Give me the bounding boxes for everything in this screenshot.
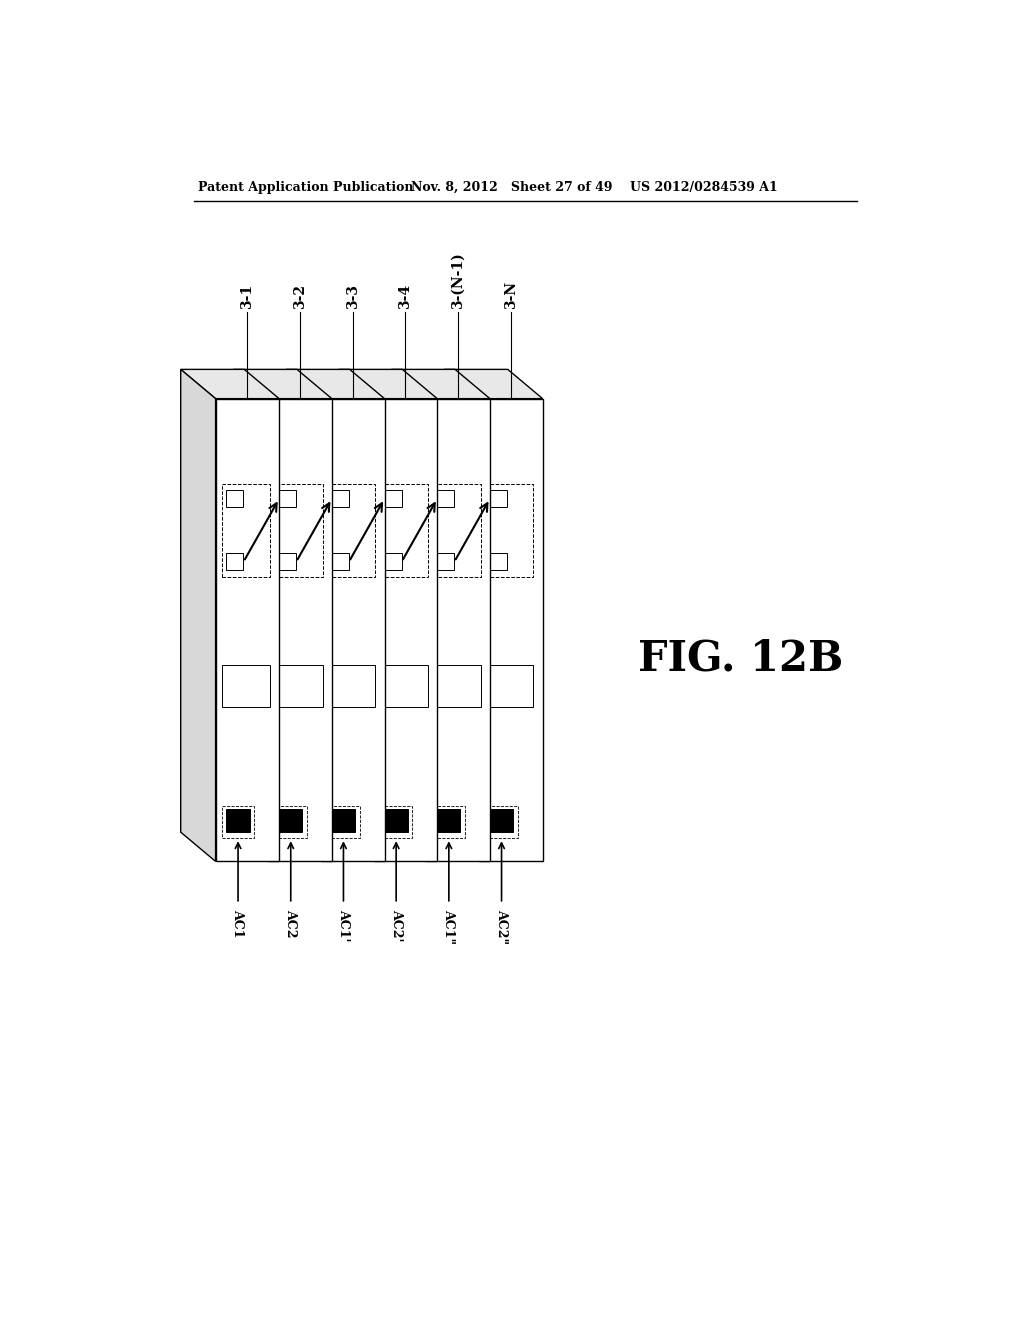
Polygon shape	[391, 370, 489, 399]
Bar	[380, 484, 428, 577]
Polygon shape	[321, 399, 385, 862]
Text: 3-3: 3-3	[346, 284, 359, 309]
Bar	[489, 809, 513, 832]
Text: AC2: AC2	[285, 909, 297, 937]
Bar	[274, 665, 323, 708]
Polygon shape	[268, 399, 332, 862]
Bar	[380, 807, 413, 838]
Bar	[437, 809, 461, 832]
Polygon shape	[339, 370, 437, 399]
Bar	[226, 490, 244, 507]
Bar	[385, 553, 401, 570]
Bar	[489, 490, 507, 507]
Bar	[332, 553, 349, 570]
Bar	[437, 490, 455, 507]
Bar	[432, 807, 465, 838]
Polygon shape	[216, 399, 280, 862]
Polygon shape	[180, 370, 280, 399]
Bar	[280, 553, 296, 570]
Polygon shape	[233, 370, 268, 862]
Text: 3-(N-1): 3-(N-1)	[452, 252, 465, 309]
Bar	[385, 809, 408, 832]
Text: AC1": AC1"	[442, 909, 456, 944]
Bar	[274, 807, 307, 838]
Polygon shape	[233, 370, 332, 399]
Polygon shape	[339, 370, 374, 862]
Polygon shape	[374, 399, 437, 862]
Bar	[226, 553, 244, 570]
Text: AC2': AC2'	[390, 909, 402, 941]
Text: Nov. 8, 2012   Sheet 27 of 49: Nov. 8, 2012 Sheet 27 of 49	[411, 181, 612, 194]
Polygon shape	[180, 370, 216, 862]
Polygon shape	[426, 399, 489, 862]
Bar	[332, 809, 355, 832]
Bar	[485, 484, 534, 577]
Bar	[280, 809, 302, 832]
Bar	[328, 807, 359, 838]
Bar	[280, 490, 296, 507]
Bar	[328, 665, 375, 708]
Bar	[222, 807, 254, 838]
Bar	[274, 484, 323, 577]
Text: 3-2: 3-2	[293, 284, 307, 309]
Polygon shape	[286, 370, 385, 399]
Text: AC2": AC2"	[495, 909, 508, 944]
Bar	[485, 665, 534, 708]
Bar	[222, 484, 270, 577]
Text: AC1: AC1	[231, 909, 245, 937]
Polygon shape	[286, 370, 321, 862]
Text: US 2012/0284539 A1: US 2012/0284539 A1	[630, 181, 778, 194]
Bar	[432, 665, 480, 708]
Bar	[380, 665, 428, 708]
Bar	[226, 809, 250, 832]
Text: 3-N: 3-N	[504, 281, 518, 309]
Bar	[432, 484, 480, 577]
Polygon shape	[479, 399, 543, 862]
Bar	[328, 484, 375, 577]
Bar	[385, 490, 401, 507]
Bar	[332, 490, 349, 507]
Bar	[485, 807, 518, 838]
Bar	[222, 665, 270, 708]
Bar	[437, 553, 455, 570]
Text: AC1': AC1'	[337, 909, 350, 941]
Text: 3-1: 3-1	[241, 284, 254, 309]
Polygon shape	[444, 370, 543, 399]
Polygon shape	[444, 370, 479, 862]
Bar	[489, 553, 507, 570]
Text: 3-4: 3-4	[398, 284, 413, 309]
Text: Patent Application Publication: Patent Application Publication	[198, 181, 414, 194]
Text: FIG. 12B: FIG. 12B	[638, 638, 843, 680]
Polygon shape	[391, 370, 426, 862]
